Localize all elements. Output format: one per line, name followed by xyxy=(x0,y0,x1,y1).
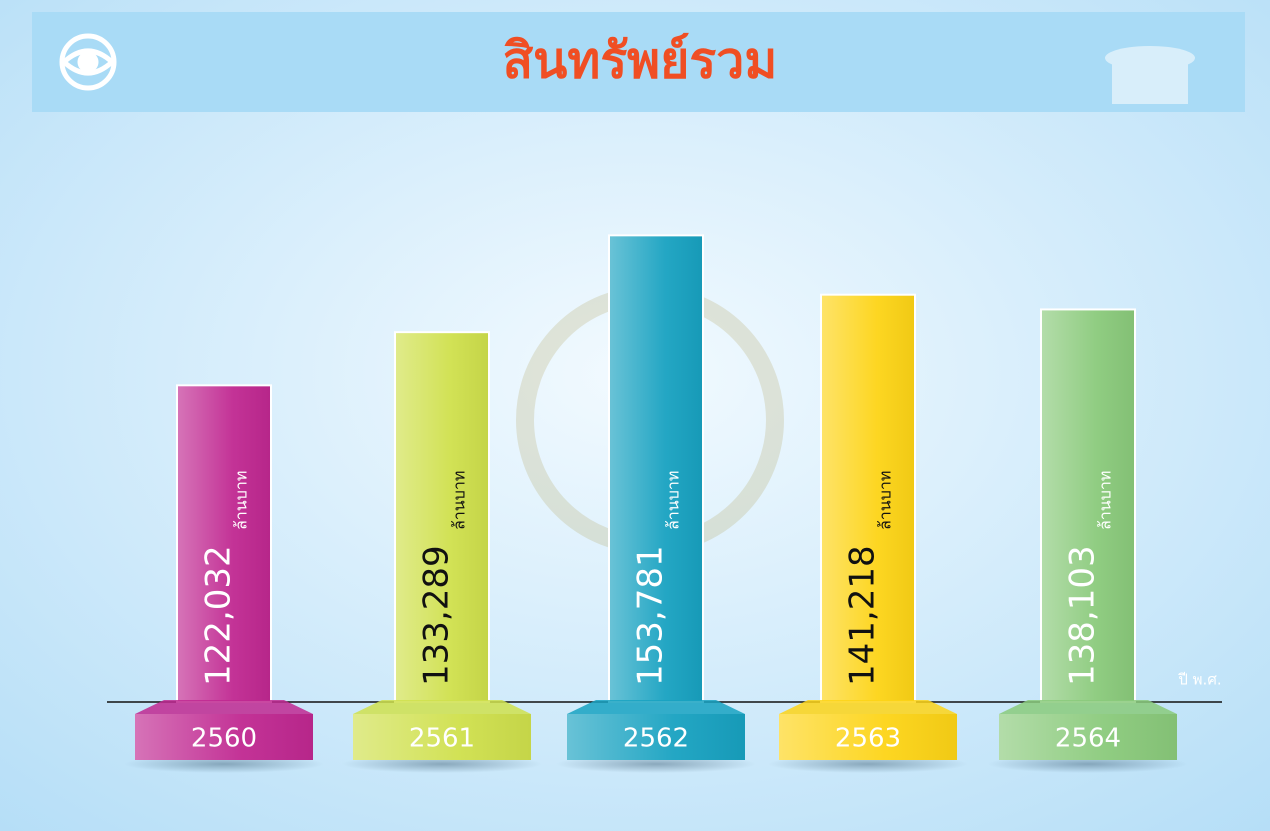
bar-sheen xyxy=(178,386,270,701)
plate-sheen xyxy=(779,714,957,760)
unit-label: ล้านบาท xyxy=(1096,471,1115,530)
plate-sheen xyxy=(353,714,531,760)
bar-sheen xyxy=(1042,310,1134,701)
plate-top xyxy=(779,700,957,714)
header-band xyxy=(32,12,1245,112)
unit-label: ล้านบาท xyxy=(876,471,895,530)
x-tick-label: 2560 xyxy=(191,724,257,754)
unit-label: ล้านบาท xyxy=(232,471,251,530)
plate-top xyxy=(567,700,745,714)
unit-label: ล้านบาท xyxy=(664,471,683,530)
plate-top xyxy=(999,700,1177,714)
bar-sheen xyxy=(396,333,488,701)
logo xyxy=(59,33,117,91)
bar-sheen xyxy=(610,236,702,701)
value-label: 133,289 xyxy=(417,545,457,686)
plate-top xyxy=(135,700,313,714)
plate-sheen xyxy=(135,714,313,760)
x-tick-label: 2564 xyxy=(1055,724,1121,754)
plate-sheen xyxy=(999,714,1177,760)
building-icon xyxy=(1105,46,1195,104)
chart-title: สินทรัพย์รวม xyxy=(503,32,778,90)
value-label: 141,218 xyxy=(843,545,883,686)
bar-sheen xyxy=(822,295,914,701)
x-axis-label: ปี พ.ศ. xyxy=(1177,671,1221,689)
x-tick-label: 2561 xyxy=(409,724,475,754)
plate-sheen xyxy=(567,714,745,760)
value-label: 138,103 xyxy=(1063,545,1103,686)
unit-label: ล้านบาท xyxy=(450,471,469,530)
value-label: 122,032 xyxy=(199,545,239,686)
plate-top xyxy=(353,700,531,714)
value-label: 153,781 xyxy=(631,545,671,686)
x-tick-label: 2563 xyxy=(835,724,901,754)
x-tick-label: 2562 xyxy=(623,724,689,754)
